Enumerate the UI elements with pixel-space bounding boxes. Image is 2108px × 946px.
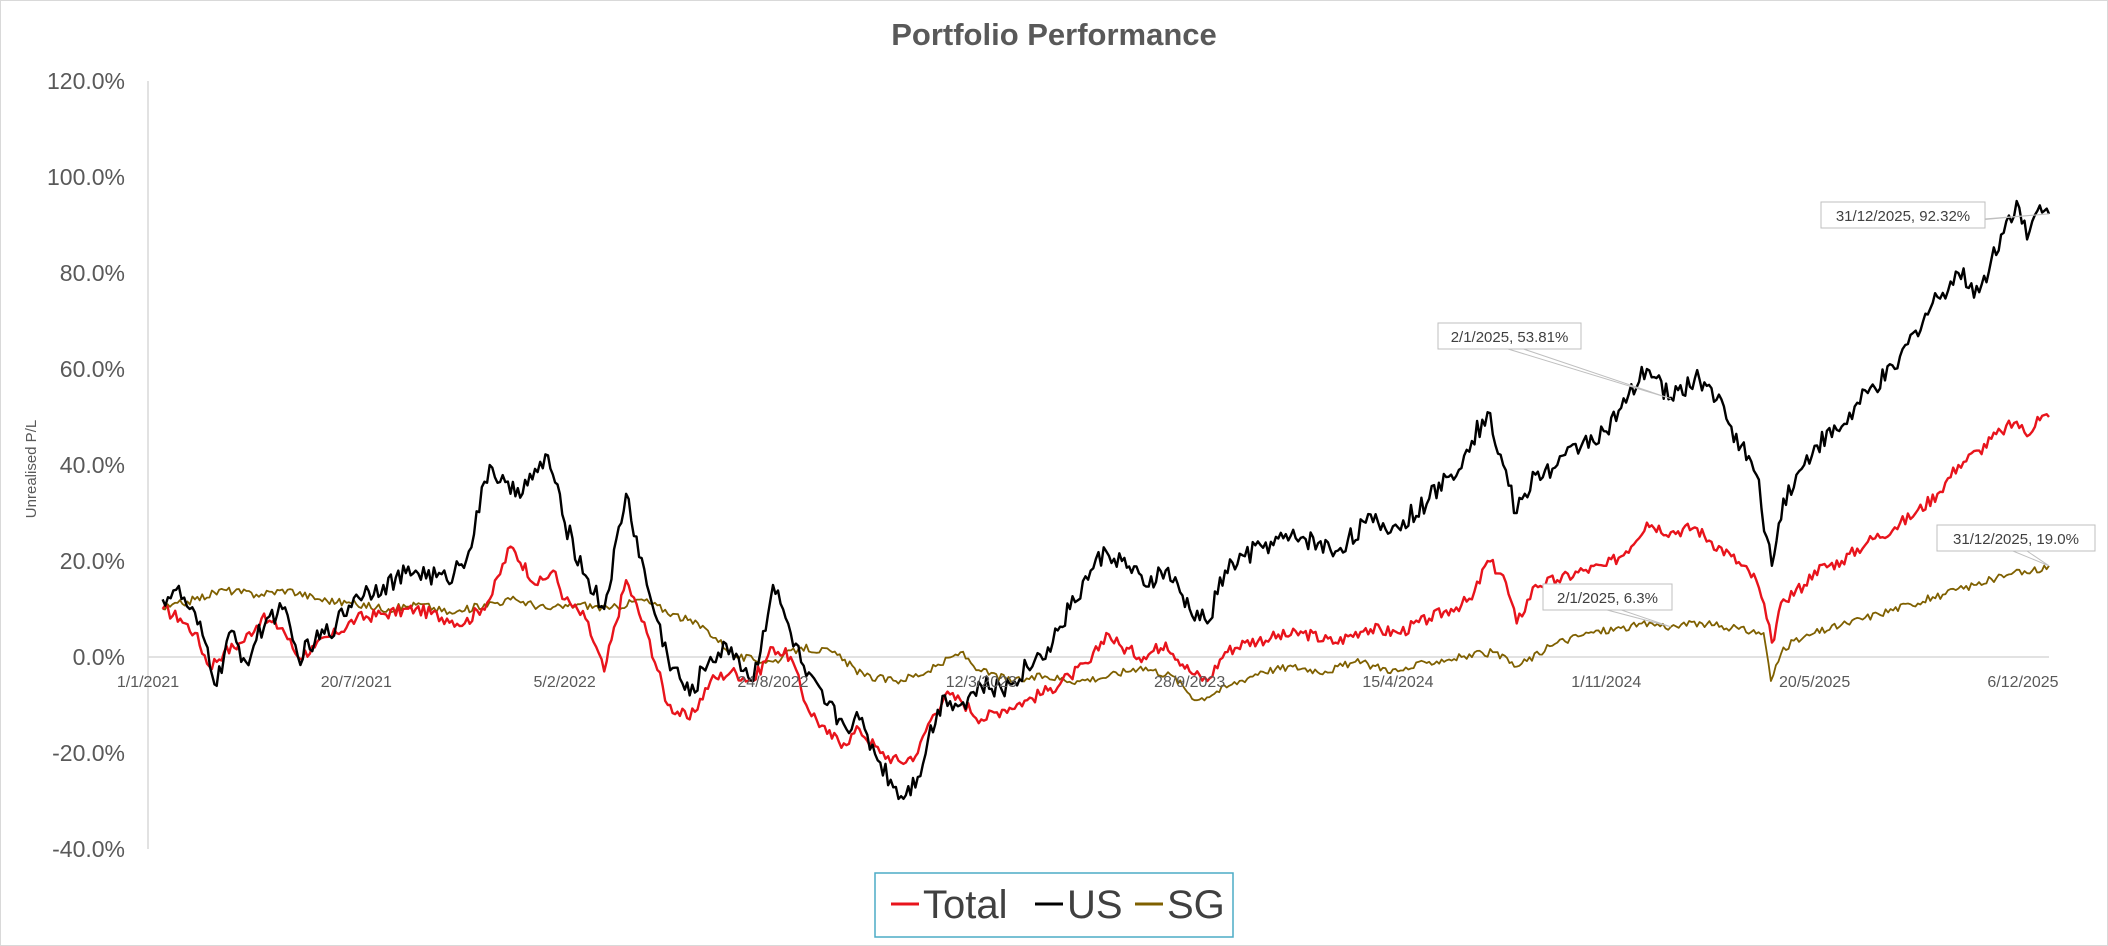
series-line-us (161, 199, 2051, 801)
y-tick-3: 20.0% (60, 548, 125, 574)
callout-pointer-2 (2007, 548, 2050, 567)
x-tick-3: 24/8/2022 (737, 674, 808, 691)
callout-pointer-3 (1599, 607, 1672, 628)
legend-label-total: Total (923, 883, 1008, 927)
x-tick-5: 28/9/2023 (1154, 674, 1225, 691)
series-line-sg (162, 564, 2050, 702)
x-tick-6: 15/4/2024 (1362, 674, 1433, 691)
x-tick-0: 1/1/2021 (117, 674, 179, 691)
y-tick-labels: -40.0% -20.0% 0.0% 20.0% 40.0% 60.0% 80.0% 100.… (47, 68, 125, 862)
x-tick-2: 5/2/2022 (534, 674, 596, 691)
legend-label-us: US (1067, 883, 1123, 927)
y-tick-1: -20.0% (52, 740, 125, 766)
callout-label-2: 31/12/2025, 19.0% (1953, 531, 2079, 548)
callout-label-3: 2/1/2025, 6.3% (1557, 590, 1658, 607)
legend-label-sg: SG (1167, 883, 1225, 927)
callout-box-3 (1542, 583, 1673, 611)
y-tick-5: 60.0% (60, 356, 125, 382)
y-tick-7: 100.0% (47, 164, 125, 190)
series-line-total (161, 413, 2050, 766)
x-tick-8: 20/5/2025 (1779, 674, 1850, 691)
x-tick-4: 12/3/2023 (946, 674, 1017, 691)
callout-label-1: 2/1/2025, 53.81% (1451, 329, 1569, 346)
x-tick-9: 6/12/2025 (1987, 674, 2058, 691)
callout-label-0: 31/12/2025, 92.32% (1836, 208, 1970, 225)
callout-box-0 (1820, 201, 1986, 229)
callout-pointer-1 (1501, 346, 1672, 400)
callout-box-1 (1437, 322, 1582, 350)
y-tick-4: 40.0% (60, 452, 125, 478)
y-tick-8: 120.0% (47, 68, 125, 94)
data-callouts: 31/12/2025, 92.32% 2/1/2025, 53.81% 31/12/… (1437, 201, 2096, 628)
x-tick-labels: 1/1/2021 20/7/2021 5/2/2022 24/8/2022 12/3/2… (117, 674, 2059, 691)
y-tick-2: 0.0% (73, 644, 125, 670)
y-axis-label: Unrealised P/L (23, 420, 40, 518)
x-tick-7: 1/11/2024 (1571, 674, 1641, 691)
callout-box-2 (1936, 524, 2096, 552)
y-tick-6: 80.0% (60, 260, 125, 286)
legend: Total US SG (874, 872, 1234, 938)
y-tick-0: -40.0% (52, 836, 125, 862)
series-lines (161, 199, 2051, 801)
x-tick-1: 20/7/2021 (321, 674, 392, 691)
chart-title: Portfolio Performance (891, 17, 1217, 52)
